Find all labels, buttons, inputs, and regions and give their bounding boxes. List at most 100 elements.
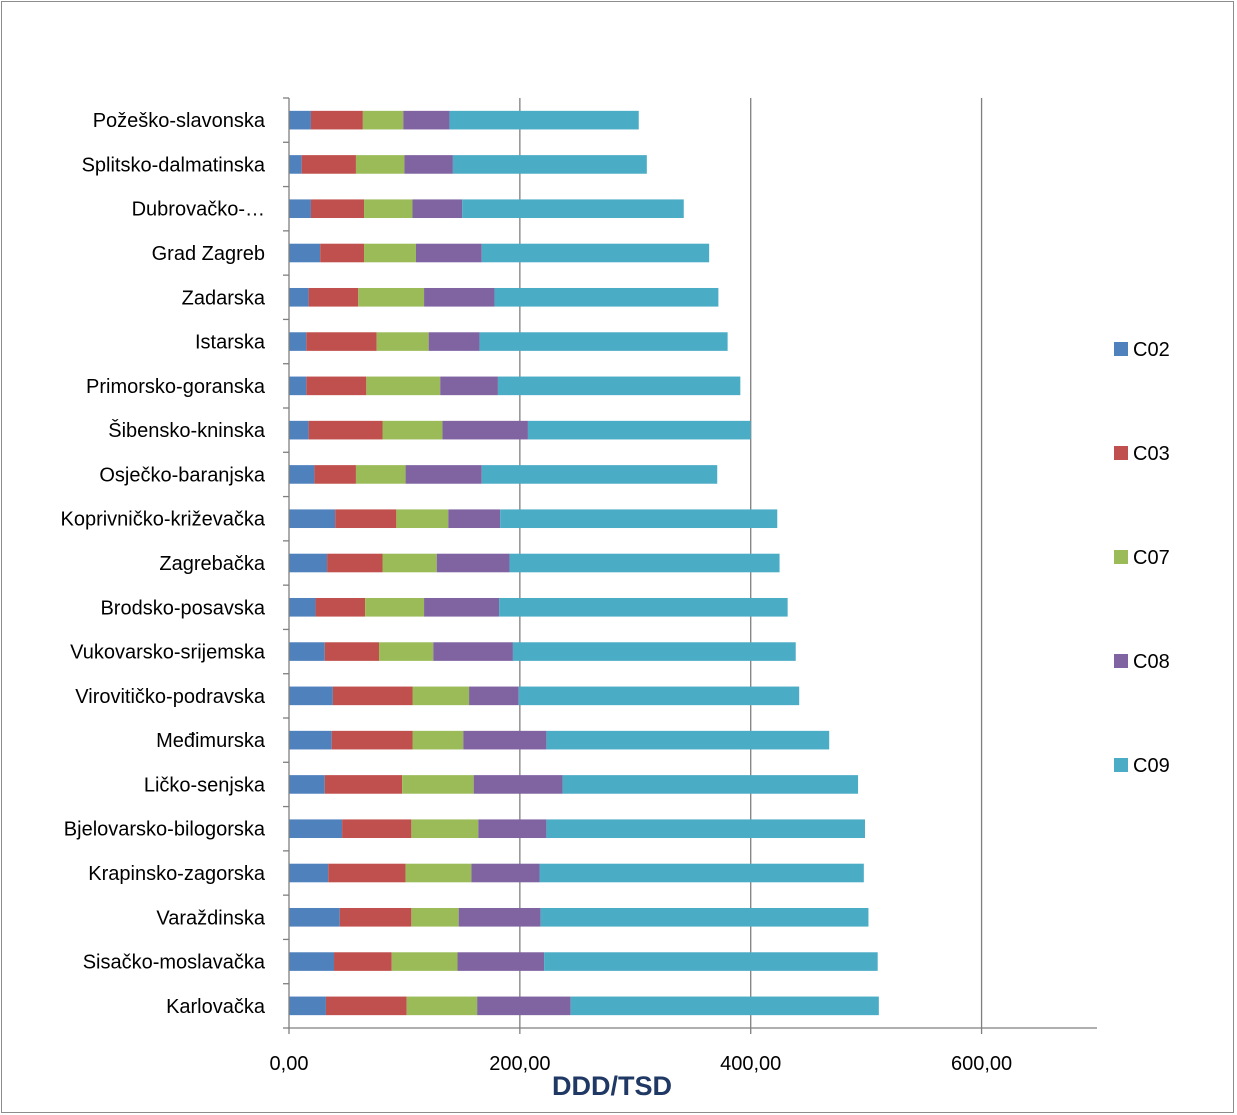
bar-c03-19 bbox=[334, 952, 392, 971]
legend-swatch-c02 bbox=[1114, 342, 1128, 356]
bar-c09-8 bbox=[481, 465, 718, 484]
bar-c08-4 bbox=[424, 287, 495, 307]
category-label: Šibensko-kninska bbox=[108, 419, 266, 442]
bar-c07-10 bbox=[382, 553, 437, 573]
bar-c07-11 bbox=[365, 597, 425, 617]
category-label: Zadarska bbox=[182, 287, 266, 309]
bar-c09-2 bbox=[462, 199, 684, 219]
bar-c08-7 bbox=[442, 420, 528, 440]
legend-label-c08: C08 bbox=[1133, 651, 1170, 673]
bar-c02-20 bbox=[289, 996, 326, 1016]
bar-c02-4 bbox=[289, 287, 309, 307]
bar-c02-3 bbox=[289, 243, 321, 263]
category-label: Vukovarsko-srijemska bbox=[70, 642, 266, 664]
bar-c02-9 bbox=[289, 509, 336, 529]
bar-c09-16 bbox=[546, 819, 865, 839]
bars bbox=[289, 110, 879, 1016]
bar-c09-7 bbox=[527, 420, 751, 440]
bar-c02-18 bbox=[289, 907, 340, 927]
bar-c02-8 bbox=[289, 465, 315, 484]
bar-c03-16 bbox=[342, 819, 412, 839]
x-tick-label: 0,00 bbox=[270, 1053, 309, 1075]
axes bbox=[283, 97, 1097, 1034]
bar-c07-8 bbox=[355, 465, 406, 484]
category-label: Sisačko-moslavačka bbox=[83, 952, 266, 974]
bar-c02-17 bbox=[289, 863, 329, 883]
bar-c03-15 bbox=[324, 775, 403, 794]
category-label: Bjelovarsko-bilogorska bbox=[64, 819, 266, 841]
bar-c09-0 bbox=[449, 110, 639, 130]
bar-c08-2 bbox=[412, 199, 463, 219]
category-label: Koprivničko-križevačka bbox=[60, 509, 265, 531]
bar-c02-19 bbox=[289, 952, 335, 971]
category-label: Brodsko-posavska bbox=[100, 597, 265, 619]
bar-c08-3 bbox=[415, 243, 482, 263]
bar-c07-2 bbox=[364, 199, 413, 219]
bar-c08-11 bbox=[424, 597, 500, 617]
bar-c09-3 bbox=[481, 243, 710, 263]
bar-c03-1 bbox=[301, 155, 356, 174]
category-label: Istarska bbox=[195, 332, 266, 354]
bar-c09-18 bbox=[540, 907, 869, 927]
category-label: Varaždinska bbox=[156, 907, 265, 929]
bar-c08-5 bbox=[428, 332, 480, 351]
bar-c09-4 bbox=[494, 287, 719, 307]
category-label: Virovitičko-podravska bbox=[75, 686, 266, 708]
bar-c07-17 bbox=[405, 863, 472, 883]
legend-label-c07: C07 bbox=[1133, 547, 1170, 569]
bar-c07-20 bbox=[406, 996, 478, 1016]
bar-c02-2 bbox=[289, 199, 311, 219]
category-label: Krapinsko-zagorska bbox=[88, 863, 266, 885]
bar-c08-9 bbox=[448, 509, 501, 529]
bar-c09-19 bbox=[544, 952, 878, 971]
bar-c03-7 bbox=[308, 420, 383, 440]
bar-c09-17 bbox=[539, 863, 864, 883]
category-label: Splitsko-dalmatinska bbox=[82, 154, 266, 176]
category-label: Dubrovačko-… bbox=[132, 199, 265, 221]
bar-c08-10 bbox=[436, 553, 510, 573]
bar-c03-18 bbox=[339, 907, 412, 927]
bar-c02-6 bbox=[289, 376, 307, 396]
bar-c02-14 bbox=[289, 730, 332, 750]
bar-c08-13 bbox=[469, 686, 519, 706]
bar-c08-20 bbox=[477, 996, 571, 1016]
bar-c07-12 bbox=[379, 642, 434, 661]
category-label: Primorsko-goranska bbox=[86, 376, 266, 398]
legend-label-c02: C02 bbox=[1133, 339, 1170, 361]
bar-c07-18 bbox=[411, 907, 459, 927]
x-tick-label: 400,00 bbox=[720, 1053, 781, 1075]
bar-c09-11 bbox=[499, 597, 788, 617]
bar-c09-6 bbox=[497, 376, 741, 396]
legend-swatch-c09 bbox=[1114, 758, 1128, 772]
bar-c08-16 bbox=[478, 819, 547, 839]
bar-c03-0 bbox=[310, 110, 363, 130]
bar-c07-3 bbox=[364, 243, 416, 263]
bar-c09-15 bbox=[562, 775, 859, 794]
bar-c02-15 bbox=[289, 775, 325, 794]
bar-c03-12 bbox=[324, 642, 380, 661]
bar-c08-17 bbox=[471, 863, 540, 883]
bar-c08-15 bbox=[473, 775, 563, 794]
bar-c02-7 bbox=[289, 420, 309, 440]
bar-c09-20 bbox=[570, 996, 879, 1016]
bar-c03-10 bbox=[327, 553, 383, 573]
legend-swatch-c03 bbox=[1114, 446, 1128, 460]
bar-c03-17 bbox=[328, 863, 406, 883]
bar-c09-1 bbox=[452, 155, 647, 174]
bar-c03-5 bbox=[306, 332, 377, 351]
bar-c07-4 bbox=[358, 287, 425, 307]
category-label: Ličko-senjska bbox=[144, 774, 266, 796]
bar-c08-18 bbox=[458, 907, 541, 927]
bar-c09-5 bbox=[479, 332, 728, 351]
bar-c09-10 bbox=[509, 553, 780, 573]
legend-swatch-c08 bbox=[1114, 654, 1128, 668]
bar-c07-1 bbox=[355, 155, 405, 174]
bar-c07-16 bbox=[411, 819, 479, 839]
x-tick-label: 200,00 bbox=[489, 1053, 550, 1075]
bar-c07-0 bbox=[362, 110, 404, 130]
category-label: Požeško-slavonska bbox=[93, 110, 266, 132]
bar-c08-12 bbox=[433, 642, 513, 661]
bar-c08-19 bbox=[457, 952, 545, 971]
bar-c03-20 bbox=[325, 996, 407, 1016]
bar-c02-11 bbox=[289, 597, 316, 617]
